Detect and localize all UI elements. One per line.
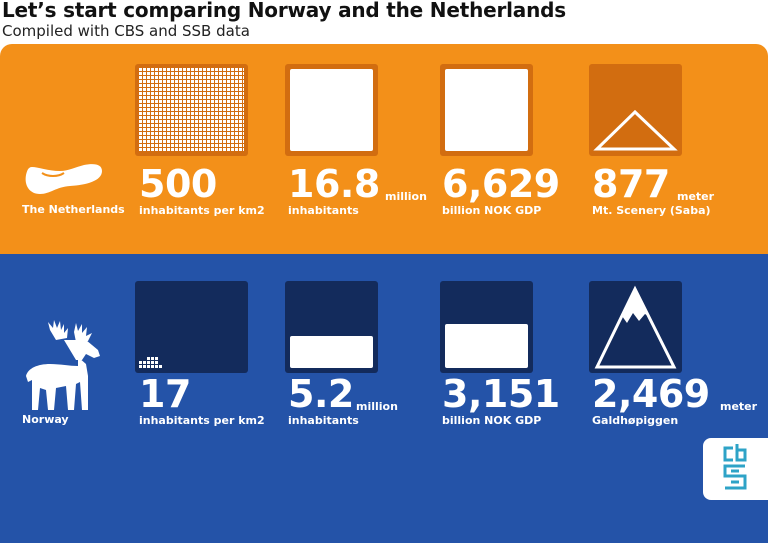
- peak-label-netherlands: Mt. Scenery (Saba): [592, 204, 711, 217]
- header: Let’s start comparing Norway and the Net…: [0, 0, 768, 44]
- gdp-value-norway: 3,151: [442, 372, 560, 416]
- population-value-netherlands: 16.8: [288, 162, 380, 206]
- population-fill-norway: [290, 336, 373, 368]
- gdp-fill-netherlands: [445, 69, 528, 151]
- country-name-norway: Norway: [22, 413, 69, 426]
- population-fill-netherlands: [290, 69, 373, 151]
- page-title: Let’s start comparing Norway and the Net…: [2, 0, 566, 22]
- gdp-value-netherlands: 6,629: [442, 162, 560, 206]
- peak-value-norway: 2,469: [592, 372, 710, 416]
- peak-label-norway: Galdhøpiggen: [592, 414, 679, 427]
- snowy-mountain-icon: [594, 285, 677, 369]
- density-value-norway: 17: [139, 372, 191, 416]
- netherlands-panel: The Netherlands 500 inhabitants per km2 …: [0, 44, 768, 254]
- peak-box-netherlands: [589, 64, 682, 156]
- density-label-netherlands: inhabitants per km2: [139, 204, 265, 217]
- gdp-box-netherlands: [440, 64, 533, 156]
- population-label-norway: inhabitants: [288, 414, 359, 427]
- population-label-netherlands: inhabitants: [288, 204, 359, 217]
- peak-box-norway: [589, 281, 682, 373]
- peak-unit-norway: meter: [720, 400, 758, 413]
- peak-value-netherlands: 877: [592, 162, 670, 206]
- density-grid-netherlands: [135, 64, 248, 156]
- population-box-netherlands: [285, 64, 378, 156]
- population-value-norway: 5.2: [288, 372, 354, 416]
- cbs-logo: [703, 438, 768, 500]
- population-box-norway: [285, 281, 378, 373]
- gdp-label-netherlands: billion NOK GDP: [442, 204, 542, 217]
- density-label-norway: inhabitants per km2: [139, 414, 265, 427]
- mountain-icon: [593, 109, 678, 151]
- gdp-fill-norway: [445, 324, 528, 368]
- country-name-netherlands: The Netherlands: [22, 203, 125, 216]
- population-unit-norway: million: [356, 400, 398, 413]
- cbs-logo-icon: [723, 444, 747, 490]
- page-subtitle: Compiled with CBS and SSB data: [2, 22, 250, 40]
- gdp-label-norway: billion NOK GDP: [442, 414, 542, 427]
- density-grid-norway: [135, 281, 248, 373]
- moose-icon: [26, 320, 100, 410]
- wooden-clog-icon: [25, 164, 102, 194]
- norway-panel: Norway 17 inhabitants per km2 5.2 millio…: [0, 254, 768, 543]
- peak-unit-netherlands: meter: [677, 190, 715, 203]
- gdp-box-norway: [440, 281, 533, 373]
- density-value-netherlands: 500: [139, 162, 217, 206]
- population-unit-netherlands: million: [385, 190, 427, 203]
